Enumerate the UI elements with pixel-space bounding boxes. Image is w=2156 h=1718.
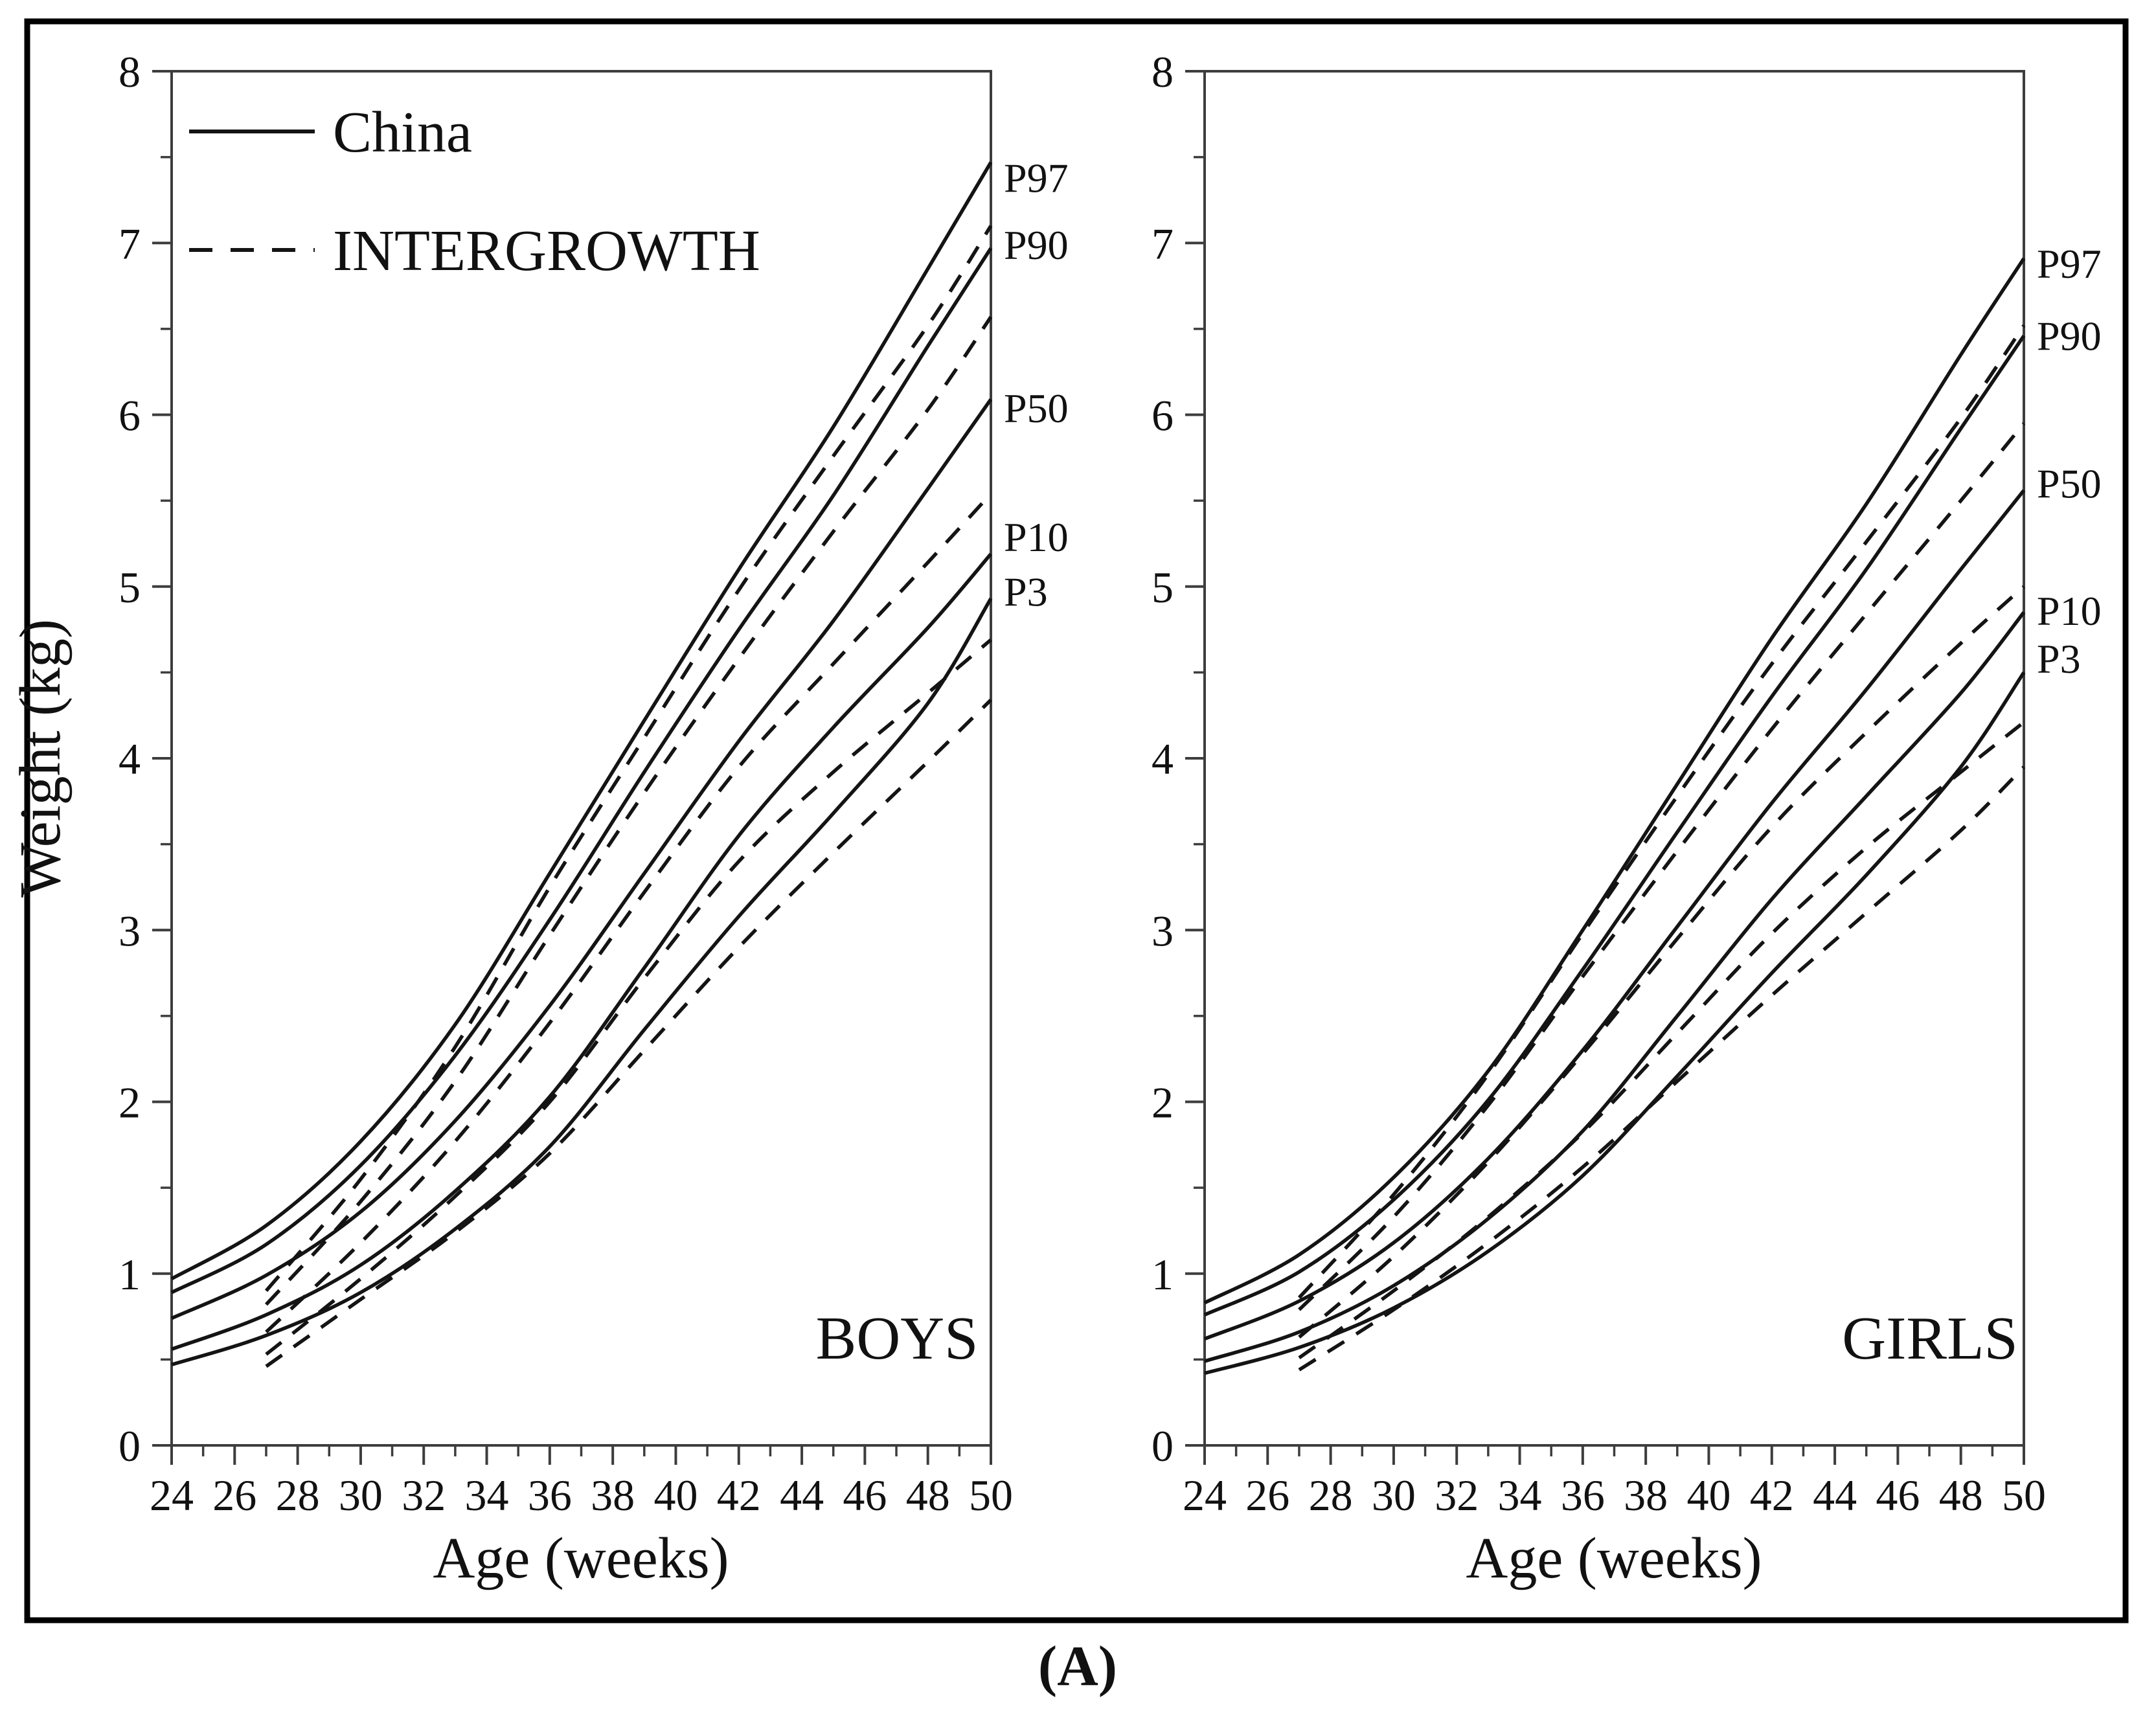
x-tick-label: 44: [1813, 1471, 1857, 1520]
x-tick-label: 36: [528, 1471, 572, 1520]
y-tick-label: 7: [119, 219, 141, 268]
y-tick-label: 3: [119, 906, 141, 955]
y-tick-label: 4: [119, 734, 141, 784]
y-tick-label: 8: [1152, 47, 1174, 96]
china-p10-curve: [1204, 611, 2026, 1363]
china-p90-curve: [170, 247, 993, 1294]
x-tick-label: 50: [969, 1471, 1013, 1520]
china-p10-curve: [171, 552, 993, 1351]
x-tick-label: 38: [591, 1471, 635, 1520]
percentile-label-p97: P97: [1004, 155, 1069, 201]
y-tick-label: 2: [1152, 1078, 1174, 1127]
x-axis-title-girls: Age (weeks): [1466, 1526, 1762, 1590]
figure-frame: [24, 18, 2129, 1623]
x-tick-label: 38: [1624, 1471, 1668, 1520]
legend-label-intergrowth: INTERGROWTH: [333, 219, 760, 283]
percentile-label-p10: P10: [2037, 588, 2102, 634]
percentile-label-p90: P90: [2037, 313, 2102, 359]
x-tick-label: 48: [906, 1471, 950, 1520]
y-axis-title: Weight (kg): [8, 619, 73, 898]
y-tick-label: 1: [119, 1250, 141, 1299]
y-tick-label: 4: [1152, 734, 1174, 784]
x-tick-label: 30: [339, 1471, 383, 1520]
intergrowth-p3-curve: [265, 698, 992, 1368]
y-tick-label: 5: [119, 563, 141, 612]
x-tick-label: 30: [1372, 1471, 1416, 1520]
y-tick-label: 0: [119, 1421, 141, 1471]
panel-title-boys: BOYS: [816, 1305, 979, 1372]
china-p97-curve: [1203, 257, 2026, 1305]
x-tick-label: 26: [212, 1471, 256, 1520]
china-p50-curve: [1203, 489, 2026, 1341]
percentile-label-p3: P3: [1004, 569, 1048, 615]
y-tick-label: 3: [1152, 906, 1174, 955]
y-tick-label: 7: [1152, 219, 1174, 268]
intergrowth-p50-curve: [1298, 585, 2025, 1339]
x-tick-label: 32: [402, 1471, 446, 1520]
china-p3-curve: [1204, 671, 2026, 1375]
x-tick-label: 50: [2002, 1471, 2046, 1520]
x-tick-label: 42: [717, 1471, 761, 1520]
percentile-label-p50: P50: [1004, 385, 1069, 431]
x-tick-label: 46: [843, 1471, 887, 1520]
x-tick-label: 28: [1309, 1471, 1353, 1520]
china-p3-curve: [171, 597, 993, 1366]
y-tick-label: 6: [1152, 391, 1174, 440]
percentile-label-p97: P97: [2037, 241, 2102, 287]
x-tick-label: 26: [1245, 1471, 1289, 1520]
china-p97-curve: [170, 161, 993, 1281]
intergrowth-p10-curve: [1298, 721, 2025, 1359]
panel-girls: 24 26 28 30 32 34 36 38 40 42 44 46 48 50012345678P97…: [1152, 47, 2102, 1520]
x-tick-label: 40: [653, 1471, 698, 1520]
x-tick-label: 44: [780, 1471, 824, 1520]
intergrowth-p3-curve: [1298, 765, 2025, 1372]
x-tick-label: 46: [1876, 1471, 1920, 1520]
china-p90-curve: [1203, 334, 2026, 1317]
panel-boys: 24 26 28 30 32 34 36 38 40 42 44 46 48 50012345678P97…: [119, 47, 1069, 1520]
y-tick-label: 6: [119, 391, 141, 440]
x-tick-label: 34: [1498, 1471, 1542, 1520]
x-axis-title-boys: Age (weeks): [433, 1526, 729, 1590]
x-tick-label: 42: [1750, 1471, 1794, 1520]
x-tick-label: 24: [1183, 1471, 1227, 1520]
panel-title-girls: GIRLS: [1842, 1305, 2018, 1372]
legend: China INTERGROWTH: [189, 100, 760, 283]
y-tick-label: 5: [1152, 563, 1174, 612]
intergrowth-p97-curve: [1297, 324, 2026, 1299]
y-tick-label: 0: [1152, 1421, 1174, 1471]
percentile-label-p90: P90: [1004, 222, 1069, 268]
y-tick-label: 8: [119, 47, 141, 96]
legend-label-china: China: [333, 100, 472, 164]
x-tick-label: 24: [150, 1471, 194, 1520]
percentile-label-p50: P50: [2037, 461, 2102, 507]
intergrowth-p90-curve: [264, 315, 993, 1306]
x-tick-label: 32: [1435, 1471, 1479, 1520]
intergrowth-p90-curve: [1298, 422, 2026, 1311]
x-tick-label: 36: [1561, 1471, 1605, 1520]
y-tick-label: 2: [119, 1078, 141, 1127]
percentile-label-p3: P3: [2037, 636, 2081, 682]
x-tick-label: 34: [465, 1471, 509, 1520]
china-p50-curve: [170, 398, 993, 1320]
x-tick-label: 48: [1939, 1471, 1983, 1520]
x-tick-label: 40: [1686, 1471, 1730, 1520]
intergrowth-p50-curve: [265, 492, 993, 1333]
figure-caption: (A): [1038, 1635, 1117, 1698]
x-tick-label: 28: [276, 1471, 320, 1520]
percentile-label-p10: P10: [1004, 514, 1069, 560]
intergrowth-p10-curve: [265, 638, 992, 1356]
y-tick-label: 1: [1152, 1250, 1174, 1299]
